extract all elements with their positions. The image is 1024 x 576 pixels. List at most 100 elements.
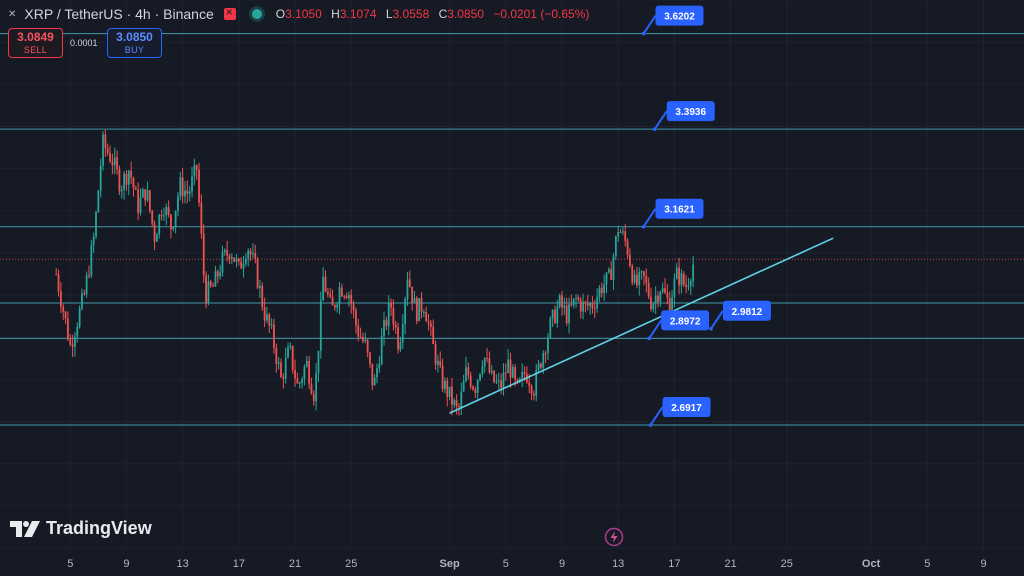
candle-body bbox=[212, 285, 214, 287]
candle-body bbox=[125, 173, 128, 185]
candle-body bbox=[223, 250, 226, 253]
candle-body bbox=[521, 371, 524, 379]
candle-body bbox=[661, 288, 664, 292]
candle-body bbox=[657, 295, 659, 302]
candle-body bbox=[78, 308, 81, 327]
level-callout-label: 3.6202 bbox=[664, 12, 695, 23]
favorite-icon[interactable] bbox=[223, 5, 236, 20]
callout-pointer bbox=[649, 406, 664, 426]
x-tick-label: 25 bbox=[345, 558, 357, 570]
candle-body bbox=[153, 223, 156, 242]
candle-body bbox=[516, 379, 519, 383]
candle-body bbox=[678, 267, 680, 286]
candle-body bbox=[638, 272, 641, 286]
candle-body bbox=[350, 294, 353, 305]
buy-price: 3.0850 bbox=[116, 30, 153, 44]
candle-body bbox=[254, 253, 257, 259]
candle-body bbox=[130, 170, 133, 178]
close-icon[interactable]: ✕ bbox=[8, 8, 17, 20]
candle-body bbox=[385, 319, 388, 327]
candle-body bbox=[226, 250, 229, 256]
candle-body bbox=[67, 318, 69, 340]
candle-body bbox=[507, 359, 510, 374]
spread-value: 0.0001 bbox=[70, 38, 98, 48]
candle-body bbox=[64, 311, 67, 319]
candle-body bbox=[148, 190, 151, 211]
x-tick-label: 21 bbox=[289, 558, 301, 570]
level-callout bbox=[662, 397, 711, 418]
candle-body bbox=[650, 296, 652, 310]
candle-body bbox=[429, 323, 432, 327]
candle-body bbox=[659, 291, 662, 302]
x-tick-label: 5 bbox=[503, 558, 509, 570]
candle-body bbox=[355, 310, 357, 326]
candle-body bbox=[453, 400, 456, 405]
open-value: 3.1050 bbox=[285, 7, 322, 21]
candle-body bbox=[598, 287, 601, 298]
candle-body bbox=[221, 252, 224, 273]
candle-body bbox=[263, 307, 266, 321]
candle-body bbox=[579, 300, 582, 312]
level-callout-label: 3.3936 bbox=[675, 107, 706, 118]
candle-body bbox=[331, 296, 334, 306]
candle-body bbox=[170, 214, 172, 230]
candle-body bbox=[280, 362, 282, 378]
candle-body bbox=[554, 309, 556, 324]
candle-body bbox=[607, 269, 610, 273]
candle-body bbox=[427, 321, 430, 324]
x-tick-label: 5 bbox=[924, 558, 930, 570]
tradingview-logo[interactable]: TradingView bbox=[10, 518, 152, 539]
candle-body bbox=[422, 312, 425, 314]
candle-body bbox=[127, 170, 130, 185]
candle-body bbox=[441, 365, 444, 390]
candle-body bbox=[502, 372, 505, 389]
candle-body bbox=[113, 157, 116, 166]
symbol-title[interactable]: XRP / TetherUS · 4h · Binance bbox=[24, 6, 214, 22]
open-key: O bbox=[275, 7, 286, 21]
level-callout-label: 3.1621 bbox=[664, 205, 695, 216]
candle-body bbox=[380, 335, 383, 365]
candle-body bbox=[106, 148, 109, 154]
x-tick-label: 17 bbox=[668, 558, 680, 570]
candle-body bbox=[181, 177, 184, 197]
x-tick-label: 21 bbox=[724, 558, 736, 570]
candle-body bbox=[219, 272, 222, 277]
candle-body bbox=[158, 214, 161, 235]
sell-button[interactable]: 3.0849 SELL bbox=[8, 28, 63, 58]
candle-body bbox=[373, 377, 376, 386]
candle-body bbox=[687, 285, 690, 287]
candle-body bbox=[666, 292, 669, 298]
candle-body bbox=[558, 295, 561, 307]
candle-body bbox=[572, 298, 575, 305]
x-tick-label: 9 bbox=[123, 558, 129, 570]
candle-body bbox=[322, 276, 325, 301]
x-tick-label: 9 bbox=[980, 558, 986, 570]
buy-button[interactable]: 3.0850 BUY bbox=[107, 28, 162, 58]
candle-body bbox=[692, 264, 695, 282]
candle-body bbox=[481, 366, 484, 375]
candle-body bbox=[465, 367, 467, 382]
candle-body bbox=[174, 210, 177, 228]
candle-body bbox=[451, 386, 453, 405]
candle-body bbox=[205, 275, 207, 304]
candle-body bbox=[621, 231, 624, 233]
candle-body bbox=[675, 267, 678, 279]
price-levels bbox=[0, 33, 1024, 426]
lightning-icon[interactable] bbox=[604, 527, 624, 547]
candle-body bbox=[654, 295, 657, 304]
candle-body bbox=[303, 366, 306, 380]
candle-body bbox=[184, 190, 186, 197]
candle-body bbox=[682, 273, 685, 285]
candle-body bbox=[160, 214, 163, 217]
callout-pointer bbox=[642, 208, 657, 228]
candle-body bbox=[163, 215, 165, 217]
candle-body bbox=[57, 274, 60, 292]
candle-body bbox=[240, 261, 243, 269]
candle-body bbox=[287, 347, 289, 358]
candle-body bbox=[537, 363, 540, 370]
level-callouts: 3.6202 3.3936 3.1621 2.9812 2.8972 2.6917 bbox=[641, 5, 771, 427]
candle-body bbox=[460, 391, 463, 408]
candle-body bbox=[97, 190, 100, 213]
level-callout bbox=[655, 198, 704, 219]
